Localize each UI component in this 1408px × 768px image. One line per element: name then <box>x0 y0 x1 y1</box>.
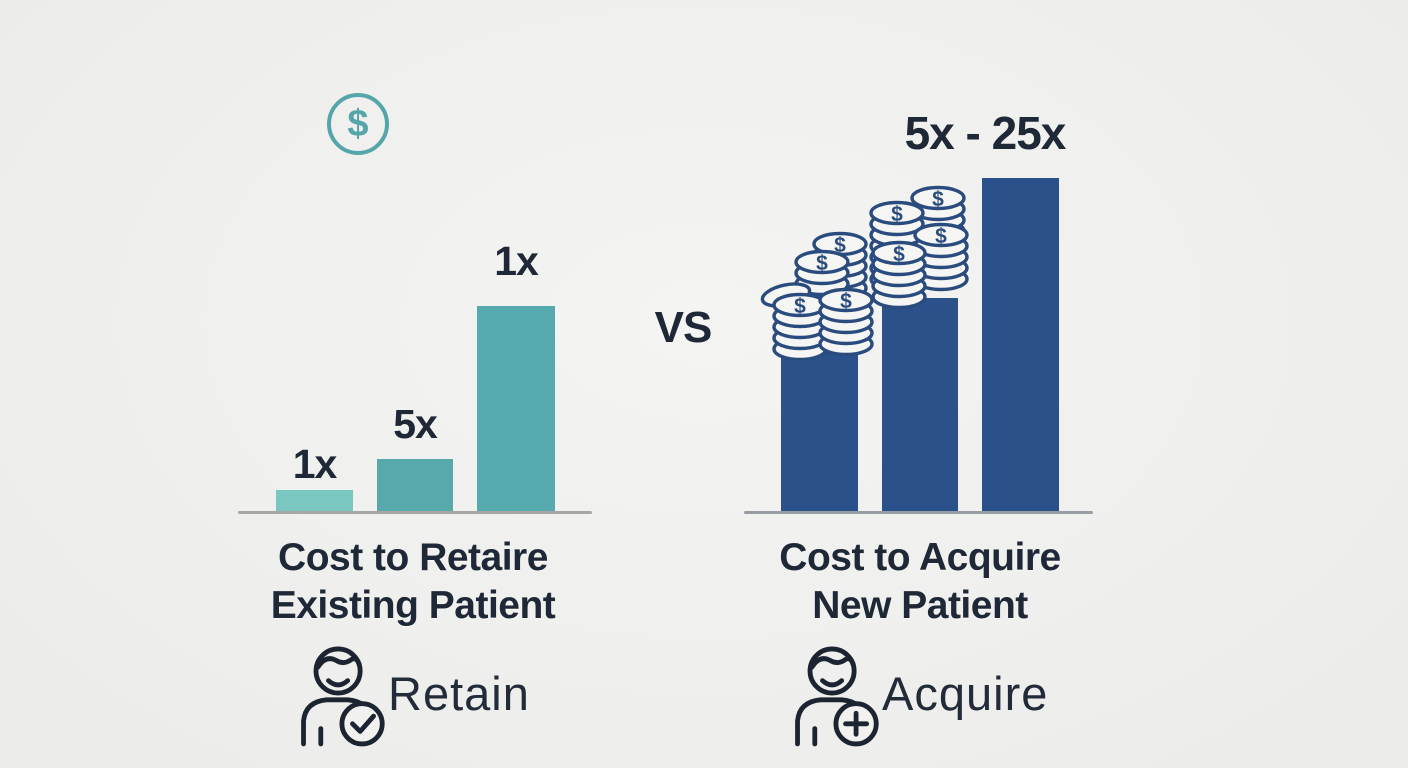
left-bar-1 <box>276 490 353 513</box>
person-plus-icon <box>795 646 879 747</box>
left-chart-title-line2: Existing Patient <box>270 584 556 627</box>
vs-label: VS <box>654 303 713 352</box>
left-bar2-label: 5x <box>393 401 438 447</box>
right-chart-baseline <box>744 511 1093 514</box>
right-chart-title-line1: Cost to Acquire <box>779 536 1061 579</box>
right-bar-3 <box>982 178 1059 513</box>
right-bar-2 <box>882 298 958 513</box>
left-bar1-label: 1x <box>292 441 338 487</box>
acquire-label: Acquire <box>882 667 1049 720</box>
left-chart-baseline <box>238 511 592 514</box>
right-chart-annotation: 5x - 25x <box>904 107 1067 159</box>
right-chart-title: Cost to Acquire New Patient <box>690 534 1150 630</box>
left-bar-3 <box>477 306 555 513</box>
left-chart-title-line1: Cost to Retaire <box>278 536 548 579</box>
left-chart-title: Cost to Retaire Existing Patient <box>183 534 643 630</box>
dollar-circle-icon: $ <box>327 93 389 155</box>
left-bar-chart <box>238 0 592 513</box>
retain-label: Retain <box>388 667 530 720</box>
left-bar3-label: 1x <box>494 238 539 284</box>
right-chart-title-line2: New Patient <box>812 584 1028 627</box>
coin-stacks-illustration: $ $ <box>760 185 969 360</box>
right-bar-chart <box>744 0 1094 513</box>
left-bar-2 <box>377 459 453 513</box>
coin-stack <box>760 231 874 360</box>
right-bar-1 <box>781 349 858 513</box>
dollar-symbol: $ <box>347 102 369 145</box>
person-check-icon <box>301 646 385 747</box>
coin-stack <box>869 185 969 310</box>
